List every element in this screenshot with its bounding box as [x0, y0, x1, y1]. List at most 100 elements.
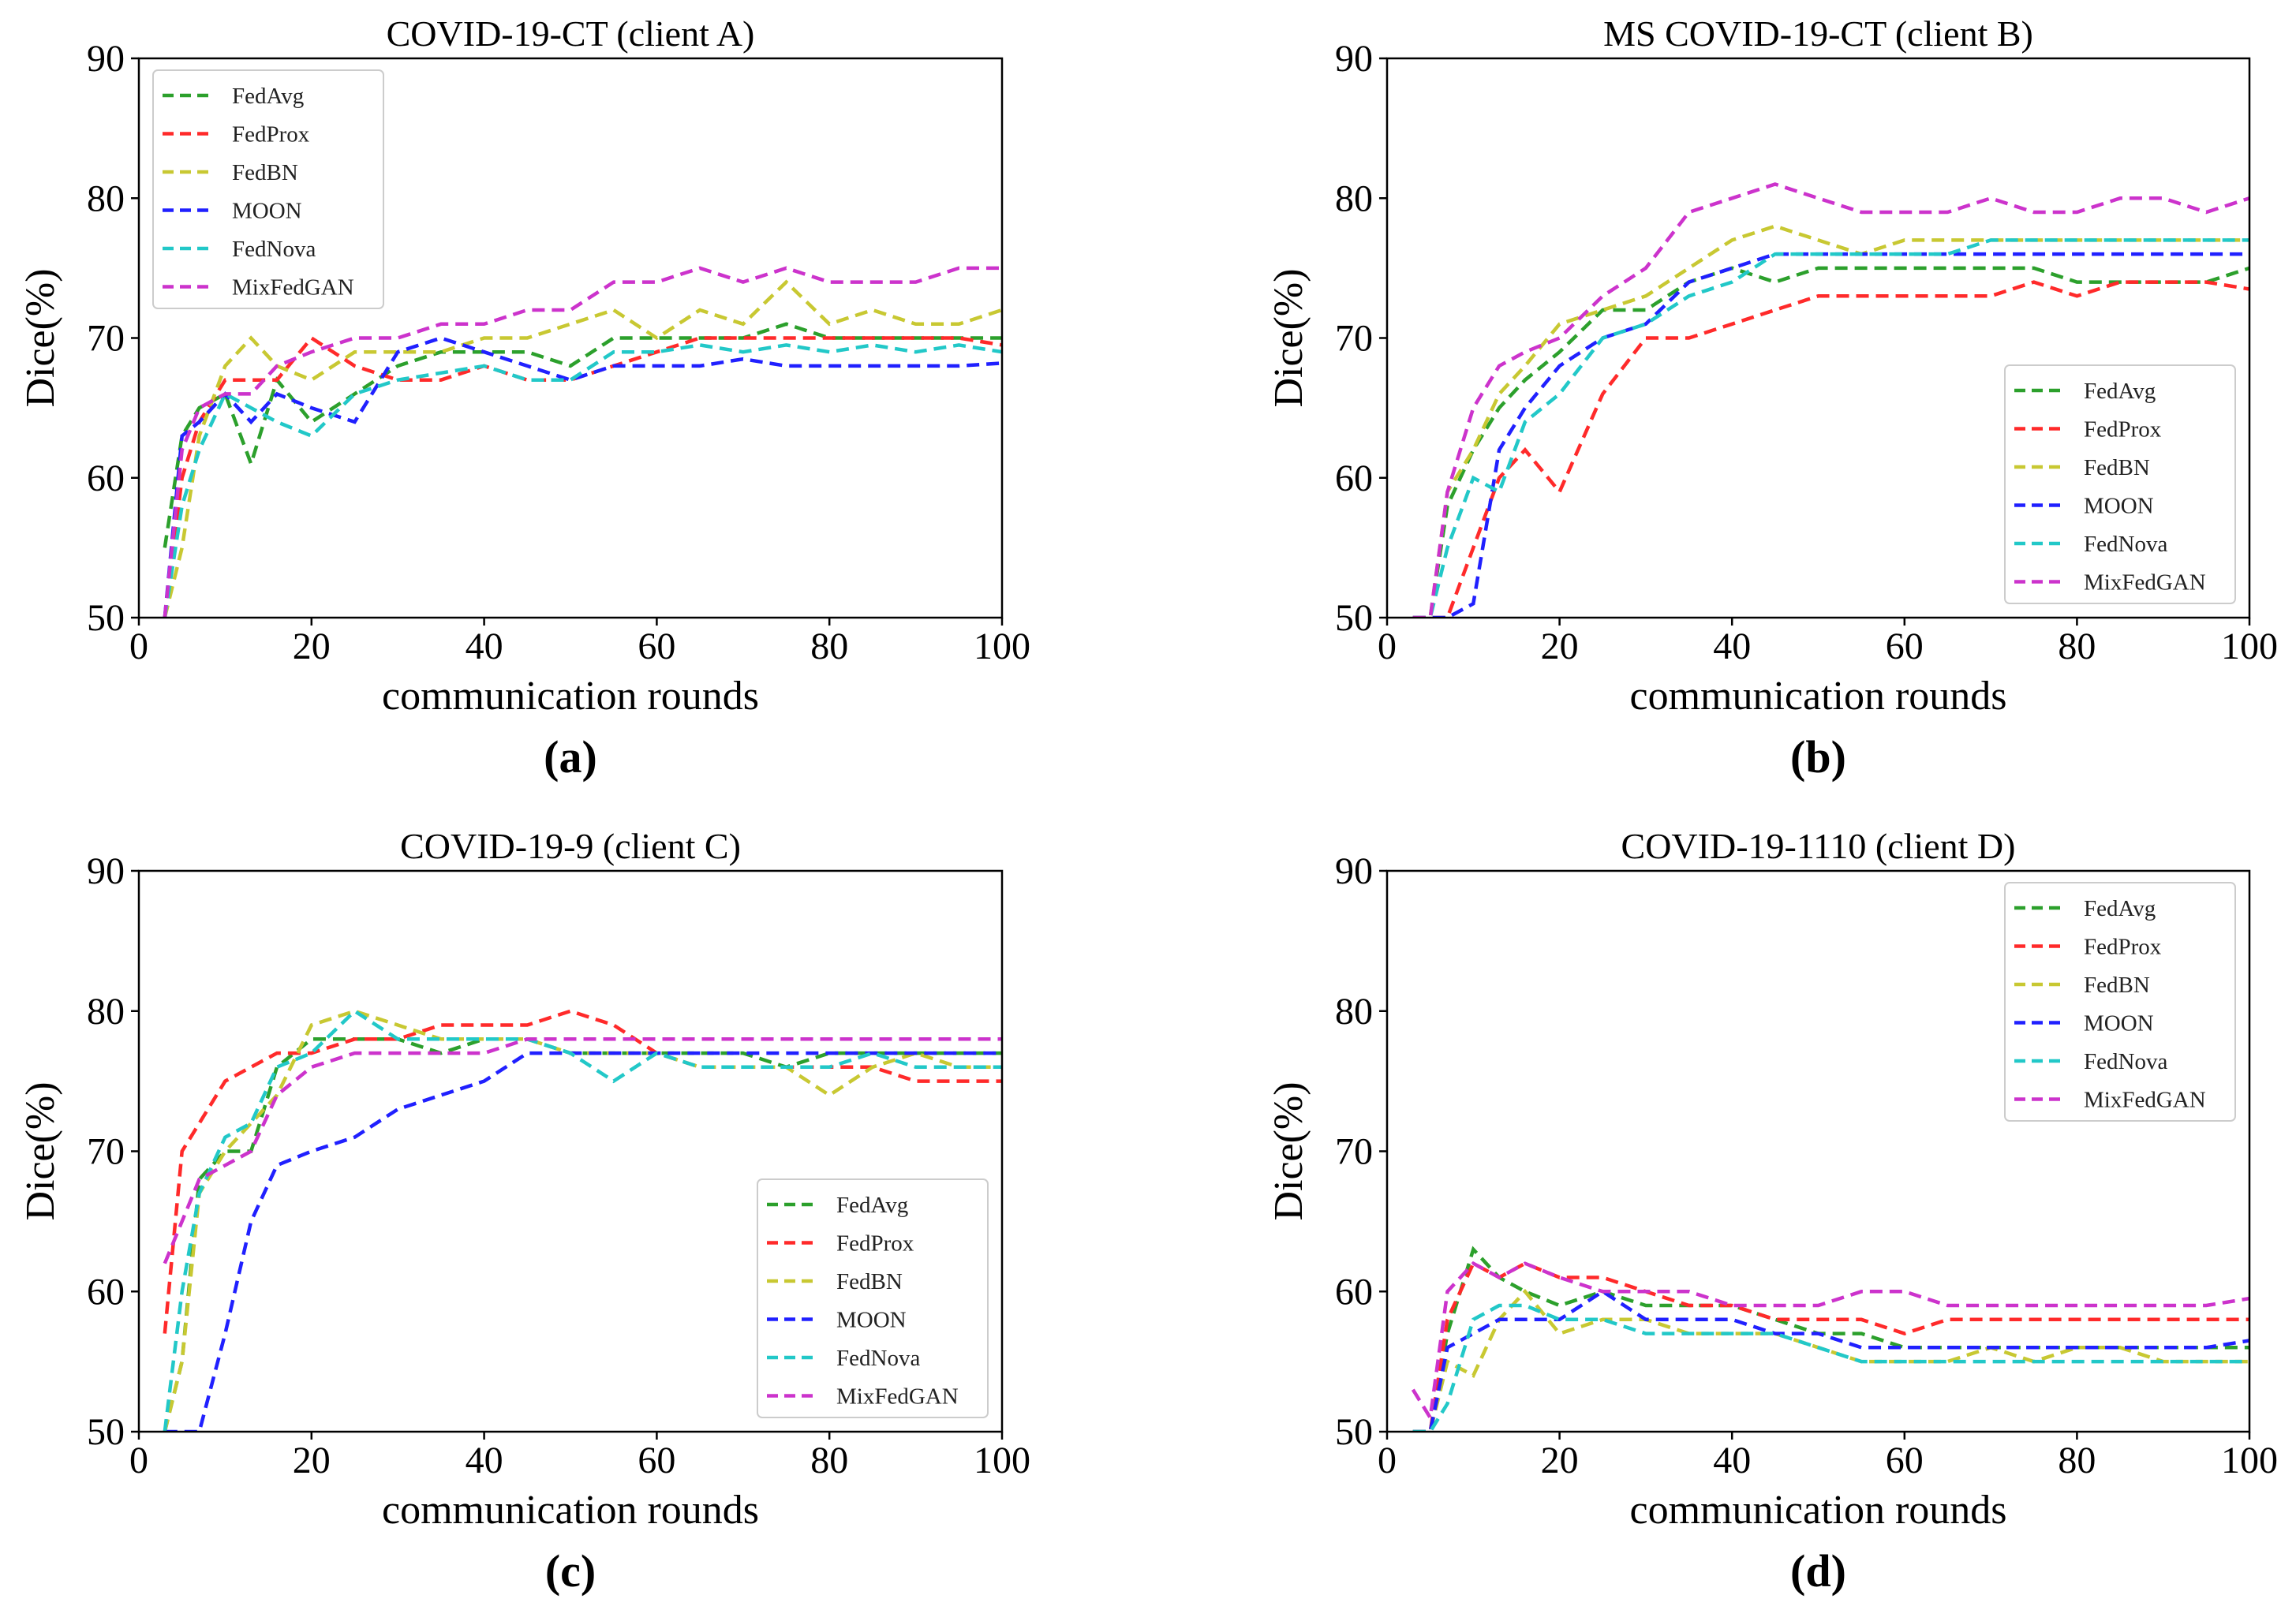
series-line-mixfedgan [1412, 182, 2249, 618]
y-tick-label: 60 [1335, 458, 1373, 499]
panel-label: (d) [1790, 1545, 1846, 1597]
legend-box [757, 1178, 989, 1418]
series-line-fedavg [163, 322, 1002, 548]
legend-label: FedProx [836, 1231, 914, 1257]
legend-label: MixFedGAN [2084, 1088, 2206, 1113]
legend-label: MOON [232, 199, 302, 224]
x-tick-label: 0 [1378, 626, 1397, 667]
panel-label: (a) [544, 731, 597, 782]
x-tick-label: 80 [2058, 626, 2096, 667]
x-tick-label: 0 [129, 626, 148, 667]
legend: FedAvg FedProx FedBN MOON FedNova MixFedGAN [2004, 364, 2236, 604]
x-tick-label: 100 [2221, 626, 2278, 667]
y-tick-label: 90 [1335, 38, 1373, 80]
series-line-fedbn [163, 279, 1002, 618]
series-line-fedprox [163, 1009, 1002, 1334]
x-tick-label: 100 [974, 1440, 1030, 1481]
x-tick-label: 40 [466, 1440, 503, 1481]
y-tick-label: 50 [1335, 1411, 1373, 1453]
chart-title: COVID-19-9 (client C) [400, 826, 741, 866]
panel-label: (b) [1790, 731, 1846, 782]
x-tick-label: 60 [1886, 626, 1924, 667]
x-tick-label: 0 [1378, 1440, 1397, 1481]
y-tick-label: 50 [87, 597, 125, 639]
series-line-fednova [1412, 238, 2249, 618]
legend-box [2004, 364, 2236, 604]
legend-label: FedBN [2084, 973, 2150, 998]
panel-label: (c) [545, 1545, 596, 1597]
y-tick-label: 80 [87, 991, 125, 1033]
legend-label: FedNova [836, 1346, 920, 1371]
x-tick-label: 100 [974, 626, 1030, 667]
y-tick-label: 60 [87, 1271, 125, 1313]
series-line-fednova [1412, 1303, 2249, 1432]
series-line-fedavg [1412, 1246, 2249, 1432]
x-tick-label: 80 [2058, 1440, 2096, 1481]
y-tick-label: 70 [87, 318, 125, 360]
y-tick-label: 80 [1335, 177, 1373, 219]
legend-label: FedAvg [836, 1193, 908, 1218]
x-axis-label: communication rounds [1629, 1488, 2006, 1533]
legend-label: FedAvg [2084, 896, 2156, 921]
x-axis-label: communication rounds [382, 674, 759, 719]
legend-label: MixFedGAN [2084, 570, 2206, 596]
y-tick-label: 60 [87, 458, 125, 499]
x-tick-label: 20 [1541, 626, 1579, 667]
x-tick-label: 80 [810, 1440, 848, 1481]
legend-label: FedProx [232, 122, 310, 148]
chart-panel: COVID-19-9 (client C) 0 20 40 60 80 100 50 60 70 8… [18, 826, 1030, 1597]
legend-label: FedNova [2084, 532, 2167, 557]
series-line-fedprox [163, 335, 1002, 618]
y-tick-label: 80 [1335, 991, 1373, 1033]
x-tick-label: 60 [638, 626, 675, 667]
y-axis-label: Dice(%) [18, 268, 63, 407]
x-tick-label: 100 [2221, 1440, 2278, 1481]
chart-panel: MS COVID-19-CT (client B) 0 20 40 60 80 100 50 6… [1266, 13, 2278, 782]
series-line-fedprox [1412, 1261, 2249, 1432]
y-axis-label: Dice(%) [1266, 268, 1311, 407]
x-tick-label: 40 [1713, 1440, 1751, 1481]
x-tick-label: 20 [1541, 1440, 1579, 1481]
y-tick-label: 50 [87, 1411, 125, 1453]
legend-box [152, 69, 384, 309]
y-axis-label: Dice(%) [18, 1081, 63, 1220]
series-line-mixfedgan [163, 266, 1002, 618]
chart-title: COVID-19-CT (client A) [387, 13, 755, 54]
y-tick-label: 90 [87, 850, 125, 892]
y-tick-label: 90 [87, 38, 125, 80]
x-tick-label: 20 [293, 1440, 331, 1481]
y-tick-label: 70 [1335, 1131, 1373, 1173]
legend-label: FedAvg [232, 84, 304, 109]
y-tick-label: 70 [87, 1131, 125, 1173]
x-tick-label: 20 [293, 626, 331, 667]
legend-label: FedNova [2084, 1049, 2167, 1074]
x-axis-label: communication rounds [1629, 674, 2006, 719]
series-line-moon [163, 336, 1002, 618]
y-tick-label: 70 [1335, 318, 1373, 360]
x-tick-label: 40 [466, 626, 503, 667]
series-line-moon [1412, 252, 2249, 618]
x-tick-label: 80 [810, 626, 848, 667]
chart-title: MS COVID-19-CT (client B) [1603, 13, 2033, 54]
legend: FedAvg FedProx FedBN MOON FedNova MixFedGAN [757, 1178, 989, 1418]
legend-label: FedBN [2084, 455, 2150, 480]
legend: FedAvg FedProx FedBN MOON FedNova MixFedGAN [2004, 882, 2236, 1122]
legend-box [2004, 882, 2236, 1122]
legend: FedAvg FedProx FedBN MOON FedNova MixFedGAN [152, 69, 384, 309]
series-line-moon [1412, 1289, 2249, 1432]
series-line-mixfedgan [1411, 1261, 2249, 1423]
x-tick-label: 60 [1886, 1440, 1924, 1481]
chart-title: COVID-19-1110 (client D) [1621, 826, 2016, 866]
chart-panel: COVID-19-1110 (client D) 0 20 40 60 80 100 50 60… [1266, 826, 2278, 1597]
legend-label: FedBN [836, 1269, 903, 1294]
x-axis-label: communication rounds [382, 1488, 759, 1533]
legend-label: MixFedGAN [232, 275, 354, 301]
series-line-fednova [163, 343, 1002, 618]
legend-label: FedAvg [2084, 379, 2156, 404]
legend-label: MOON [836, 1308, 907, 1333]
legend-label: FedBN [232, 160, 298, 185]
legend-label: FedProx [2084, 935, 2162, 960]
y-tick-label: 60 [1335, 1271, 1373, 1313]
legend-label: MOON [2084, 494, 2154, 519]
